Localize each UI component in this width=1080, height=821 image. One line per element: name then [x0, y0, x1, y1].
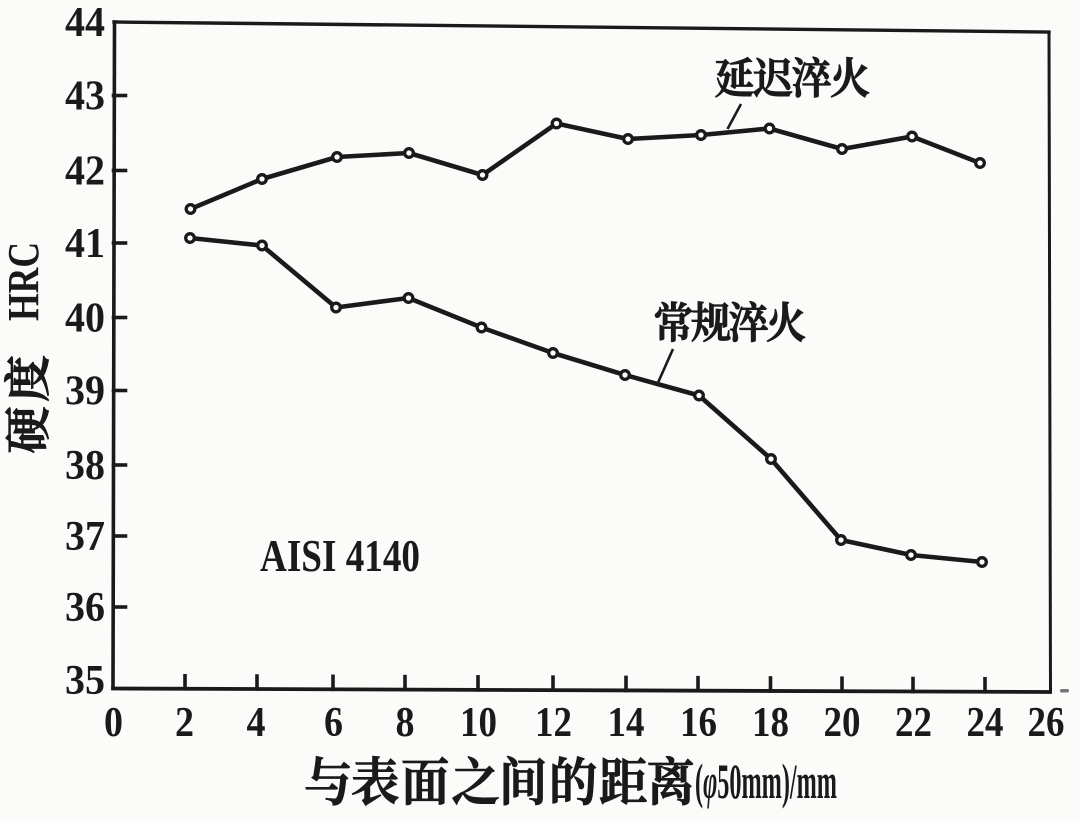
svg-text:16: 16 — [680, 700, 717, 746]
svg-text:12: 12 — [535, 700, 572, 746]
svg-text:39: 39 — [65, 369, 105, 415]
svg-text:6: 6 — [324, 700, 343, 746]
svg-text:44: 44 — [65, 0, 105, 46]
svg-text:AISI 4140: AISI 4140 — [260, 530, 420, 581]
svg-text:38: 38 — [65, 443, 105, 489]
svg-text:0: 0 — [104, 700, 123, 746]
svg-text:2: 2 — [175, 700, 194, 746]
svg-text:HRC: HRC — [0, 242, 48, 321]
svg-text:22: 22 — [895, 700, 932, 746]
svg-text:43: 43 — [65, 74, 105, 120]
svg-text:36: 36 — [65, 585, 105, 631]
svg-text:35: 35 — [65, 658, 105, 704]
svg-text:26: 26 — [1028, 700, 1065, 746]
svg-text:41: 41 — [65, 221, 105, 267]
svg-text:8: 8 — [396, 700, 415, 746]
svg-text:(φ50mm)/mm: (φ50mm)/mm — [695, 753, 837, 809]
svg-text:14: 14 — [608, 700, 645, 746]
svg-text:4: 4 — [247, 700, 266, 746]
svg-text:40: 40 — [65, 296, 105, 342]
svg-text:18: 18 — [752, 700, 789, 746]
svg-text:42: 42 — [65, 149, 105, 195]
svg-text:24: 24 — [967, 700, 1004, 746]
svg-text:10: 10 — [460, 700, 497, 746]
svg-text:37: 37 — [65, 514, 105, 560]
svg-text:20: 20 — [824, 700, 861, 746]
